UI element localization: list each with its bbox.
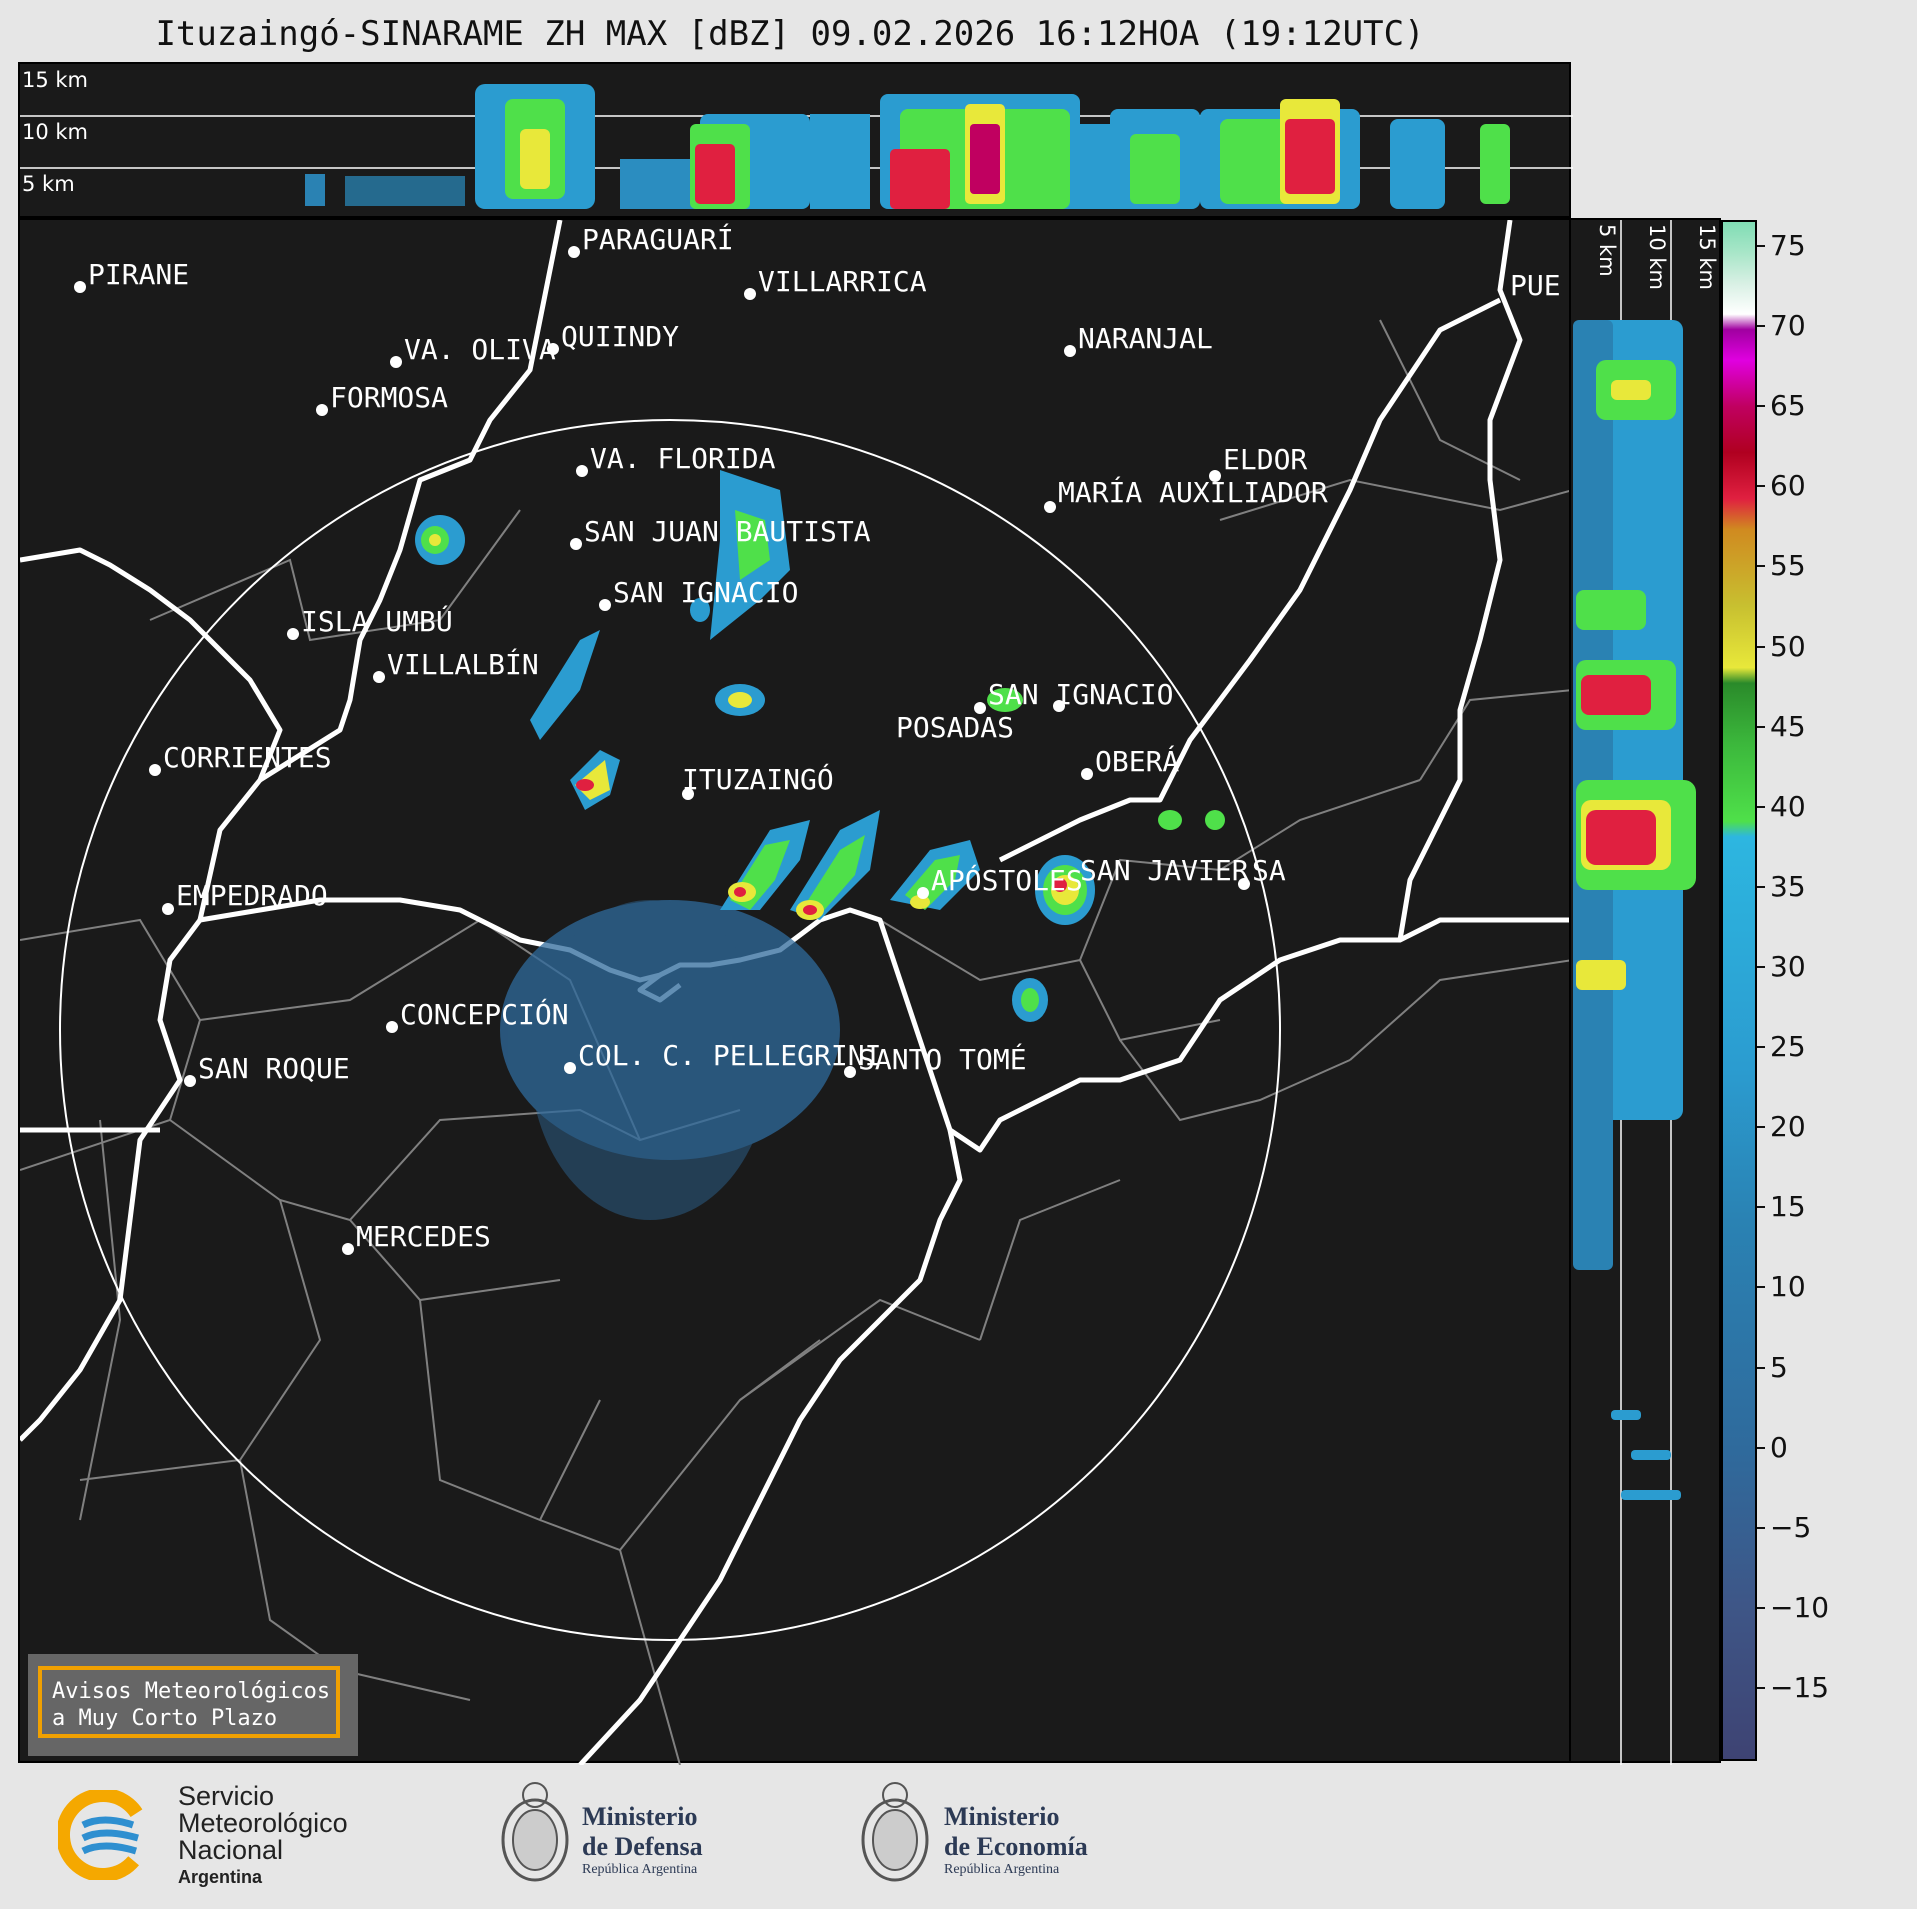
- colorbar-tick-mark: [1757, 1606, 1765, 1609]
- avisos-button[interactable]: Avisos Meteorológicos a Muy Corto Plazo: [38, 1666, 340, 1738]
- colorbar-tick-mark: [1757, 725, 1765, 728]
- city-label: APÓSTOLES: [931, 864, 1083, 897]
- smn-name: Servicio Meteorológico Nacional Argentin…: [178, 1781, 348, 1888]
- colorbar-tick-mark: [1757, 325, 1765, 328]
- top-cross-section-panel: 15 km 10 km 5 km: [18, 62, 1573, 218]
- chart-title: Ituzaingó-SINARAME ZH MAX [dBZ] 09.02.20…: [155, 14, 1425, 54]
- defensa-name: Ministerio de Defensa República Argentin…: [582, 1802, 703, 1877]
- city-label: ISLA UMBÚ: [301, 605, 453, 638]
- city-label: PUE: [1510, 269, 1561, 302]
- side-altitude-label-10: 10 km: [1645, 224, 1669, 291]
- argentina-shield-icon: [861, 1782, 929, 1882]
- city-label: PIRANE: [88, 258, 190, 291]
- city-label: COL. C. PELLEGRINI: [578, 1039, 882, 1072]
- colorbar-tick-label: 35: [1770, 869, 1806, 903]
- colorbar-tick-label: 0: [1770, 1430, 1788, 1464]
- colorbar-tick-label: 55: [1770, 549, 1806, 583]
- colorbar-tick-label: −15: [1770, 1671, 1830, 1704]
- colorbar-tick-mark: [1757, 1526, 1765, 1529]
- city-label: OBERÁ: [1095, 745, 1180, 778]
- city-label: SANTO TOMÉ: [858, 1043, 1027, 1076]
- top-cross-section-echoes: [20, 84, 1573, 209]
- colorbar-tick-label: 25: [1770, 1030, 1806, 1064]
- colorbar-tick-mark: [1757, 1206, 1765, 1209]
- colorbar-tick-mark: [1757, 1446, 1765, 1449]
- side-altitude-label-15: 15 km: [1695, 224, 1719, 291]
- top-altitude-label-15: 15 km: [22, 68, 89, 92]
- city-label: SAN IGNACIO: [988, 678, 1174, 711]
- city-label: MARÍA AUXILIADOR: [1058, 476, 1328, 509]
- radar-map-canvas: [20, 220, 1573, 1765]
- city-label: QUIINDY: [561, 320, 680, 353]
- colorbar-tick-mark: [1757, 405, 1765, 408]
- colorbar-tick-label: 15: [1770, 1190, 1806, 1224]
- radar-map-panel: PARAGUARÍ PIRANE VILLARRICA QUIINDY VA. …: [18, 218, 1573, 1765]
- city-label: PARAGUARÍ: [582, 223, 734, 256]
- colorbar-tick-label: 75: [1770, 229, 1806, 262]
- colorbar-tick-mark: [1757, 966, 1765, 968]
- colorbar-tick-mark: [1757, 1126, 1765, 1129]
- smn-logo-icon: [58, 1790, 148, 1880]
- top-altitude-label-5: 5 km: [22, 172, 75, 196]
- city-label: MERCEDES: [356, 1220, 491, 1253]
- colorbar-tick-label: 10: [1770, 1270, 1806, 1304]
- colorbar-tick-label: 45: [1770, 709, 1806, 743]
- city-label: SAN ROQUE: [198, 1052, 350, 1085]
- city-label: ITUZAINGÓ: [682, 763, 834, 796]
- city-label: SAN JUAN BAUTISTA: [584, 515, 871, 548]
- city-label: SAN JAVIER: [1080, 854, 1249, 887]
- avisos-line1: Avisos Meteorológicos: [52, 1679, 331, 1704]
- city-label: ELDOR: [1223, 443, 1308, 476]
- city-label: SAN IGNACIO: [613, 576, 799, 609]
- colorbar-tick-label: 70: [1770, 309, 1806, 343]
- colorbar-tick-label: 5: [1770, 1350, 1788, 1384]
- city-label: VA. FLORIDA: [590, 442, 776, 475]
- top-altitude-label-10: 10 km: [22, 120, 89, 144]
- side-cross-section-panel: 5 km 10 km 15 km: [1569, 218, 1721, 1765]
- colorbar-tick-mark: [1757, 645, 1765, 648]
- avisos-box: [28, 1654, 358, 1756]
- argentina-shield-icon: [501, 1782, 569, 1882]
- city-label: SA: [1252, 854, 1286, 887]
- colorbar-tick-label: 50: [1770, 629, 1806, 663]
- colorbar-tick-label: 60: [1770, 469, 1806, 503]
- city-label: POSADAS: [896, 711, 1015, 744]
- colorbar-tick-label: −5: [1770, 1510, 1812, 1544]
- colorbar-tick-mark: [1757, 805, 1765, 808]
- colorbar-tick-mark: [1757, 885, 1765, 888]
- colorbar-tick-label: 40: [1770, 789, 1806, 823]
- city-label: VILLARRICA: [758, 265, 927, 298]
- side-cross-section-echoes: [1573, 220, 1696, 1765]
- colorbar-tick-mark: [1757, 245, 1765, 247]
- colorbar-tick-label: 30: [1770, 950, 1806, 983]
- city-label: CORRIENTES: [163, 741, 332, 774]
- side-altitude-label-5: 5 km: [1595, 224, 1619, 277]
- city-label: FORMOSA: [330, 381, 449, 414]
- colorbar-tick-label: −10: [1770, 1590, 1830, 1624]
- city-label: EMPEDRADO: [176, 879, 328, 912]
- colorbar-tick-mark: [1757, 1366, 1765, 1369]
- avisos-line2: a Muy Corto Plazo: [52, 1706, 278, 1731]
- city-label: VA. OLIVA: [404, 333, 556, 366]
- colorbar-tick-mark: [1757, 1286, 1765, 1289]
- colorbar-tick-label: 65: [1770, 389, 1806, 423]
- colorbar-tick-mark: [1757, 1687, 1765, 1689]
- colorbar-tick-mark: [1757, 485, 1765, 488]
- city-label: VILLALBÍN: [387, 648, 539, 681]
- colorbar-tick-label: 20: [1770, 1110, 1806, 1144]
- city-label: CONCEPCIÓN: [400, 998, 569, 1031]
- economia-name: Ministerio de Economía República Argenti…: [944, 1802, 1088, 1877]
- colorbar-tick-mark: [1757, 565, 1765, 568]
- colorbar: [1721, 220, 1757, 1761]
- colorbar-tick-mark: [1757, 1046, 1765, 1049]
- city-label: NARANJAL: [1078, 322, 1213, 355]
